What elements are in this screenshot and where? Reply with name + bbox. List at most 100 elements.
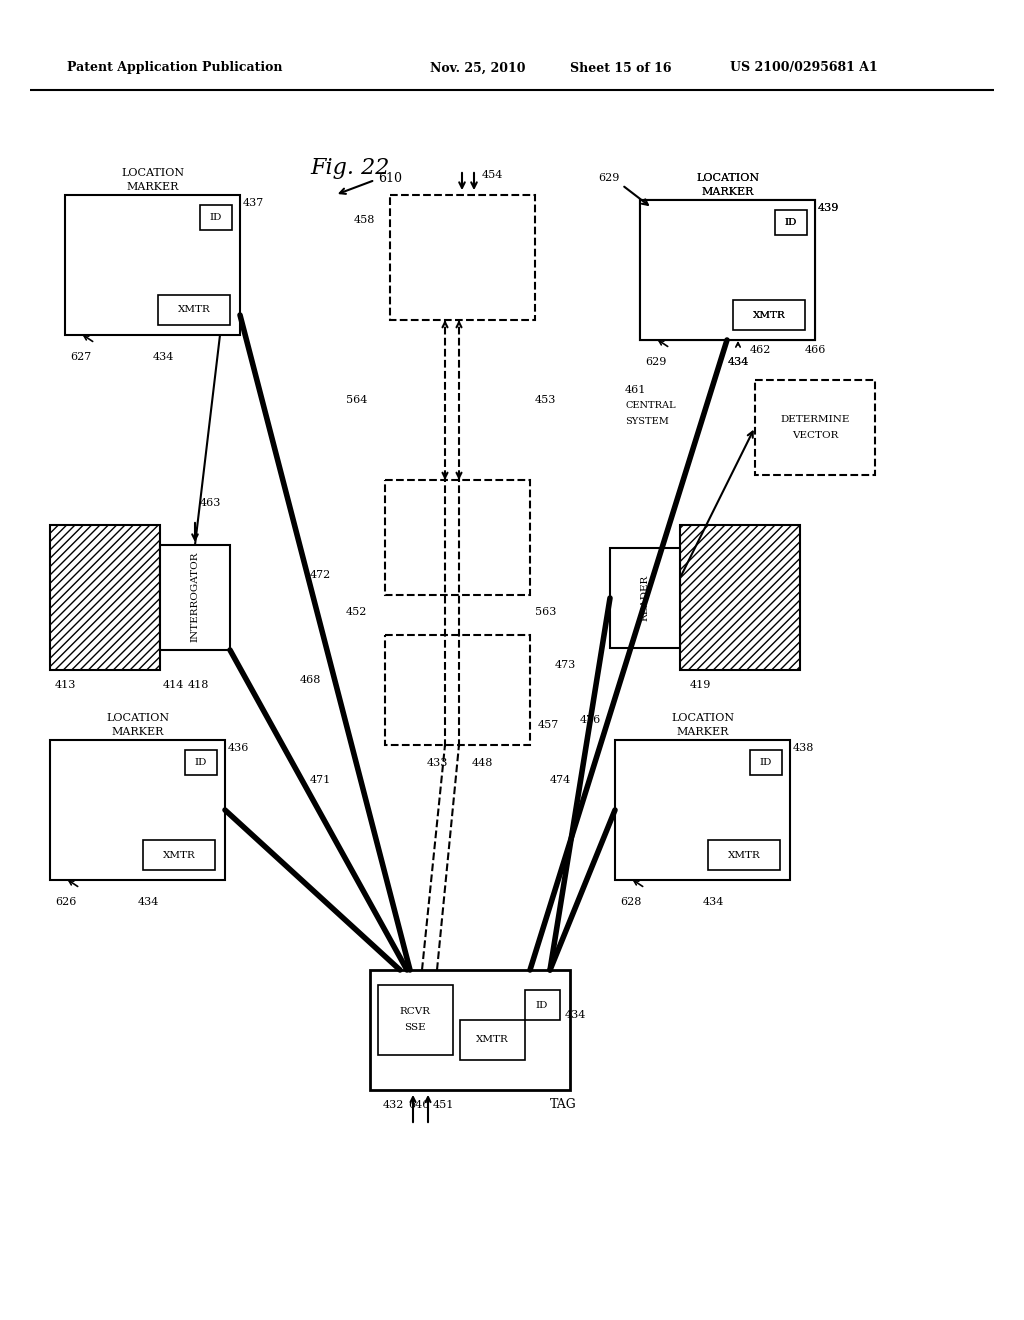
Text: ID: ID bbox=[210, 213, 222, 222]
Text: SYSTEM: SYSTEM bbox=[625, 417, 669, 426]
Text: LOCATION: LOCATION bbox=[121, 168, 184, 178]
Text: 476: 476 bbox=[580, 715, 601, 725]
Text: 448: 448 bbox=[472, 758, 494, 768]
Text: XMTR: XMTR bbox=[728, 850, 761, 859]
Text: US 2100/0295681 A1: US 2100/0295681 A1 bbox=[730, 62, 878, 74]
Bar bbox=[185, 750, 217, 775]
Text: LOCATION: LOCATION bbox=[671, 713, 734, 723]
Text: 434: 434 bbox=[565, 1010, 587, 1020]
Bar bbox=[610, 548, 680, 648]
Text: ID: ID bbox=[195, 758, 207, 767]
Text: 472: 472 bbox=[310, 570, 331, 579]
Text: Patent Application Publication: Patent Application Publication bbox=[68, 62, 283, 74]
Bar bbox=[750, 750, 782, 775]
Text: MARKER: MARKER bbox=[701, 187, 754, 197]
Bar bbox=[385, 480, 530, 595]
Bar bbox=[640, 201, 815, 341]
Bar bbox=[50, 741, 225, 880]
Bar bbox=[158, 294, 230, 325]
Text: 437: 437 bbox=[243, 198, 264, 209]
Text: 434: 434 bbox=[138, 898, 160, 907]
Text: MARKER: MARKER bbox=[112, 727, 164, 737]
Bar bbox=[755, 380, 874, 475]
Text: 434: 434 bbox=[728, 356, 750, 367]
Text: Sheet 15 of 16: Sheet 15 of 16 bbox=[570, 62, 672, 74]
Text: MARKER: MARKER bbox=[701, 187, 754, 197]
Text: 629: 629 bbox=[599, 173, 620, 183]
Text: 627: 627 bbox=[70, 352, 91, 362]
Bar bbox=[200, 205, 232, 230]
Text: 458: 458 bbox=[353, 215, 375, 224]
Text: XMTR: XMTR bbox=[753, 310, 785, 319]
Bar bbox=[370, 970, 570, 1090]
Bar bbox=[775, 210, 807, 235]
Text: RCVR: RCVR bbox=[399, 1007, 430, 1016]
Text: CENTRAL: CENTRAL bbox=[625, 401, 676, 411]
Text: 433: 433 bbox=[427, 758, 449, 768]
Text: 471: 471 bbox=[310, 775, 331, 785]
Text: 462: 462 bbox=[750, 345, 771, 355]
Text: 439: 439 bbox=[818, 203, 840, 213]
Bar bbox=[50, 525, 160, 671]
Bar bbox=[708, 840, 780, 870]
Text: 436: 436 bbox=[228, 743, 250, 752]
Bar bbox=[65, 195, 240, 335]
Text: 452: 452 bbox=[346, 607, 367, 616]
Text: ID: ID bbox=[536, 1001, 548, 1010]
Text: 434: 434 bbox=[728, 356, 750, 367]
Text: MARKER: MARKER bbox=[676, 727, 729, 737]
Bar bbox=[460, 1020, 525, 1060]
Bar bbox=[390, 195, 535, 319]
Text: 438: 438 bbox=[793, 743, 814, 752]
Text: 434: 434 bbox=[703, 898, 724, 907]
Bar bbox=[525, 990, 560, 1020]
Text: Nov. 25, 2010: Nov. 25, 2010 bbox=[430, 62, 525, 74]
Text: READER: READER bbox=[640, 576, 649, 622]
Bar bbox=[385, 635, 530, 744]
Text: 419: 419 bbox=[690, 680, 712, 690]
Text: XMTR: XMTR bbox=[177, 305, 210, 314]
Text: 418: 418 bbox=[188, 680, 209, 690]
Text: ID: ID bbox=[784, 218, 798, 227]
Text: SSE: SSE bbox=[404, 1023, 426, 1032]
Text: 451: 451 bbox=[433, 1100, 455, 1110]
Text: 628: 628 bbox=[620, 898, 641, 907]
Text: 457: 457 bbox=[538, 719, 559, 730]
Text: 461: 461 bbox=[625, 385, 646, 395]
Text: TAG: TAG bbox=[550, 1098, 577, 1111]
Text: 563: 563 bbox=[535, 607, 556, 616]
Text: XMTR: XMTR bbox=[163, 850, 196, 859]
Bar bbox=[680, 525, 800, 671]
Bar bbox=[733, 300, 805, 330]
Text: LOCATION: LOCATION bbox=[696, 173, 759, 183]
Bar bbox=[733, 300, 805, 330]
Text: 564: 564 bbox=[346, 395, 367, 405]
Text: 454: 454 bbox=[482, 170, 504, 180]
Text: LOCATION: LOCATION bbox=[696, 173, 759, 183]
Text: Fig. 22: Fig. 22 bbox=[310, 157, 389, 180]
Text: 434: 434 bbox=[153, 352, 174, 362]
Text: 432: 432 bbox=[383, 1100, 404, 1110]
Text: 629: 629 bbox=[645, 356, 667, 367]
Text: MARKER: MARKER bbox=[126, 182, 178, 191]
Text: 468: 468 bbox=[300, 675, 322, 685]
Text: 626: 626 bbox=[55, 898, 77, 907]
Bar bbox=[775, 210, 807, 235]
Text: 463: 463 bbox=[200, 498, 221, 508]
Bar bbox=[615, 741, 790, 880]
Text: DETERMINE: DETERMINE bbox=[780, 414, 850, 424]
Text: XMTR: XMTR bbox=[475, 1035, 508, 1044]
Text: XMTR: XMTR bbox=[753, 310, 785, 319]
Text: VECTOR: VECTOR bbox=[792, 430, 839, 440]
Bar bbox=[143, 840, 215, 870]
Text: 453: 453 bbox=[535, 395, 556, 405]
Text: INTERROGATOR: INTERROGATOR bbox=[190, 552, 200, 643]
Text: 473: 473 bbox=[555, 660, 577, 671]
Text: 646: 646 bbox=[408, 1100, 429, 1110]
Text: 610: 610 bbox=[378, 172, 402, 185]
Text: 413: 413 bbox=[55, 680, 77, 690]
Text: 466: 466 bbox=[805, 345, 826, 355]
Text: ID: ID bbox=[760, 758, 772, 767]
Text: 414: 414 bbox=[163, 680, 184, 690]
Text: LOCATION: LOCATION bbox=[105, 713, 169, 723]
